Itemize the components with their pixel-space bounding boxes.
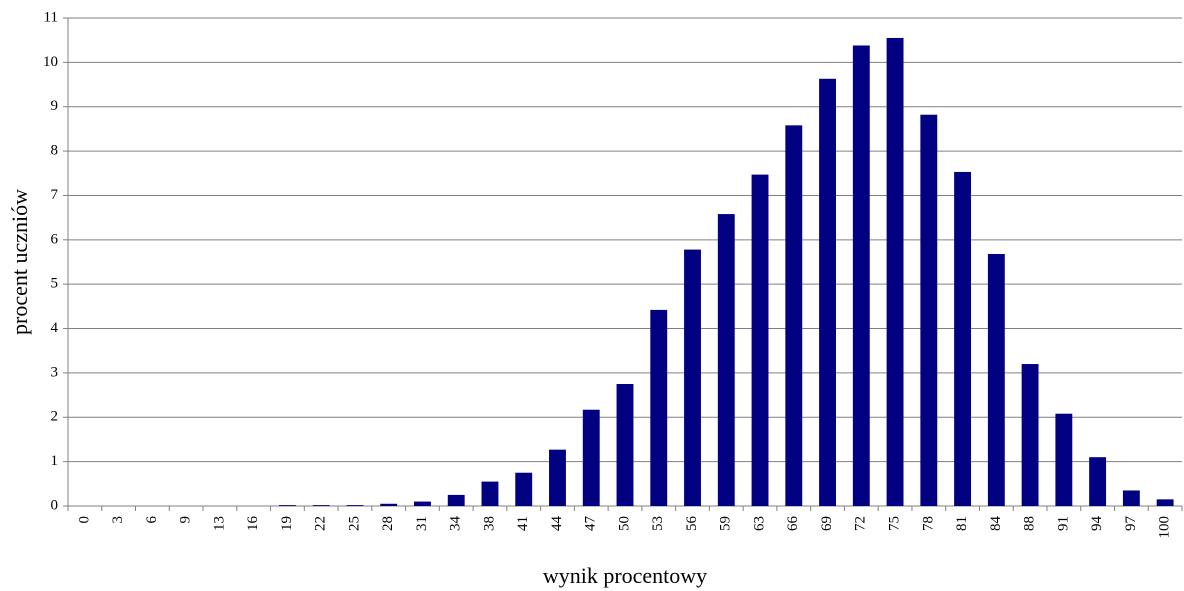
bar: [616, 384, 634, 506]
x-tick-label: 25: [346, 516, 362, 531]
bar: [515, 472, 533, 506]
x-tick-label: 56: [684, 516, 700, 532]
bar: [1021, 364, 1039, 506]
x-tick-label: 97: [1123, 516, 1139, 532]
bar: [987, 254, 1005, 506]
x-axis-label: wynik procentowy: [543, 563, 707, 588]
y-tick-label: 11: [44, 9, 58, 25]
x-tick-label: 78: [920, 516, 936, 531]
x-tick-label: 41: [515, 516, 531, 531]
x-tick-label: 44: [549, 516, 565, 532]
x-tick-label: 16: [245, 516, 261, 532]
bar: [852, 45, 870, 506]
x-tick-label: 31: [414, 516, 430, 531]
y-tick-label: 3: [51, 364, 59, 380]
x-tick-label: 6: [144, 516, 160, 524]
bar: [785, 125, 803, 507]
bar: [751, 174, 769, 506]
bar: [582, 409, 600, 506]
bar: [312, 505, 330, 506]
y-tick-label: 7: [51, 187, 59, 203]
bar: [920, 114, 938, 506]
bar: [278, 505, 296, 506]
bar: [1122, 490, 1140, 506]
y-tick-label: 0: [51, 497, 59, 513]
x-tick-label: 50: [616, 516, 632, 531]
x-tick-label: 88: [1022, 516, 1038, 531]
x-tick-label: 9: [178, 516, 194, 524]
x-tick-label: 72: [853, 516, 869, 531]
bar: [447, 494, 465, 506]
bar: [481, 481, 499, 506]
x-tick-label: 47: [583, 516, 599, 532]
y-tick-label: 4: [51, 320, 59, 336]
x-tick-label: 19: [279, 516, 295, 531]
bar: [1055, 413, 1073, 506]
x-tick-label: 84: [988, 516, 1004, 532]
bar: [684, 249, 701, 506]
bar: [1089, 457, 1107, 506]
bar: [1156, 499, 1174, 506]
y-tick-label: 1: [51, 453, 59, 469]
y-tick-label: 9: [51, 98, 59, 114]
y-tick-label: 8: [51, 143, 59, 159]
x-tick-label: 59: [718, 516, 734, 531]
x-tick-label: 13: [211, 516, 227, 531]
y-tick-label: 2: [51, 409, 59, 425]
y-axis-label: procent uczniów: [7, 189, 32, 335]
y-tick-label: 5: [51, 276, 59, 292]
bar: [717, 214, 735, 506]
bar: [549, 449, 566, 506]
y-tick-label: 10: [43, 54, 58, 70]
x-tick-label: 0: [76, 516, 92, 524]
x-tick-label: 91: [1055, 516, 1071, 531]
x-tick-label: 100: [1157, 516, 1173, 539]
bar: [380, 503, 398, 506]
x-tick-label: 69: [819, 516, 835, 531]
y-tick-label: 6: [51, 231, 59, 247]
x-tick-label: 38: [481, 516, 497, 531]
x-tick-label: 22: [313, 516, 329, 531]
x-tick-label: 94: [1089, 516, 1105, 532]
x-tick-label: 3: [110, 516, 126, 524]
x-tick-label: 53: [650, 516, 666, 531]
bar: [650, 309, 668, 506]
bar: [819, 78, 836, 506]
x-tick-label: 66: [785, 516, 801, 532]
x-tick-label: 75: [886, 516, 902, 531]
bar: [886, 37, 904, 507]
x-tick-label: 63: [751, 516, 767, 531]
x-tick-label: 28: [380, 516, 396, 531]
x-tick-label: 81: [954, 516, 970, 531]
bar: [346, 505, 364, 506]
bar: [414, 501, 431, 506]
x-tick-label: 34: [448, 516, 464, 532]
bar: [954, 171, 972, 506]
